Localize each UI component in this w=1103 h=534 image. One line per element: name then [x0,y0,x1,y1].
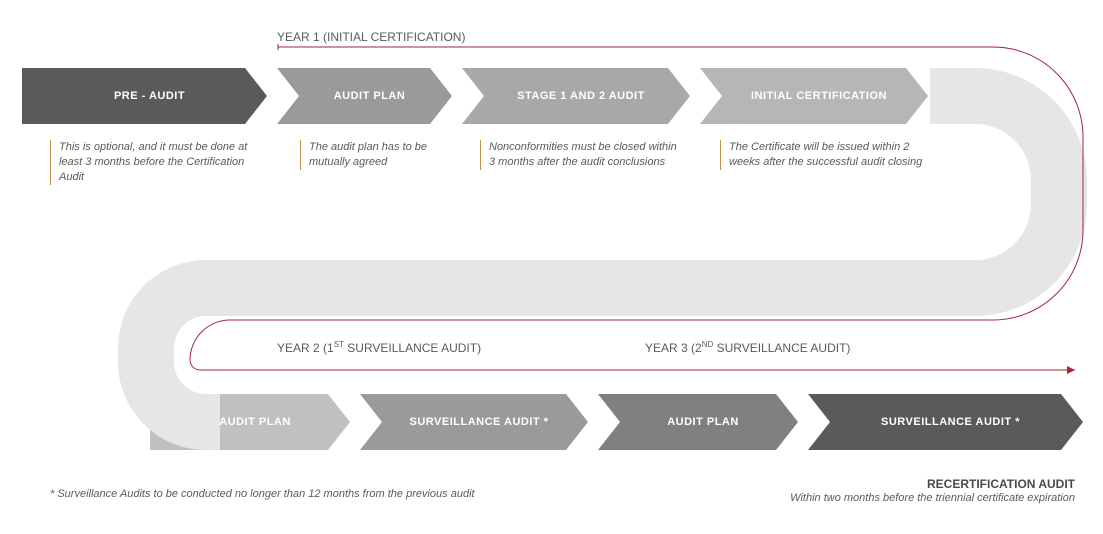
chevron-step: SURVEILLANCE AUDIT * [808,394,1083,450]
chevron-step: AUDIT PLAN [598,394,798,450]
chevron-label: AUDIT PLAN [219,416,291,428]
chevron-step: AUDIT PLAN [150,394,350,450]
desc-block: The audit plan has to be mutually agreed [300,140,460,170]
year1-label: YEAR 1 (INITIAL CERTIFICATION) [277,30,465,44]
chevron-label: INITIAL CERTIFICATION [751,90,887,102]
recert-title: RECERTIFICATION AUDIT [927,477,1075,491]
recert-sub: Within two months before the triennial c… [790,492,1075,504]
chevron-label: AUDIT PLAN [667,416,739,428]
chevron-label: PRE - AUDIT [114,90,185,102]
chevron-step: SURVEILLANCE AUDIT * [360,394,588,450]
year3-label: YEAR 3 (2ND SURVEILLANCE AUDIT) [645,340,850,355]
chevron-step: INITIAL CERTIFICATION [700,68,928,124]
row2: AUDIT PLAN SURVEILLANCE AUDIT * AUDIT PLAN… [0,394,1103,450]
chevron-label: AUDIT PLAN [334,90,406,102]
desc-block: The Certificate will be issued within 2 … [720,140,925,170]
desc-block: Nonconformities must be closed within 3 … [480,140,685,170]
footnote: * Surveillance Audits to be conducted no… [50,488,475,500]
year2-label: YEAR 2 (1ST SURVEILLANCE AUDIT) [277,340,481,355]
chevron-step: AUDIT PLAN [277,68,452,124]
chevron-step: STAGE 1 AND 2 AUDIT [462,68,690,124]
chevron-step: PRE - AUDIT [22,68,267,124]
chevron-label: SURVEILLANCE AUDIT * [410,416,549,428]
chevron-label: STAGE 1 AND 2 AUDIT [517,90,645,102]
row1: PRE - AUDIT AUDIT PLAN STAGE 1 AND 2 AUDIT… [0,68,1103,124]
chevron-label: SURVEILLANCE AUDIT * [881,416,1020,428]
desc-block: This is optional, and it must be done at… [50,140,255,185]
